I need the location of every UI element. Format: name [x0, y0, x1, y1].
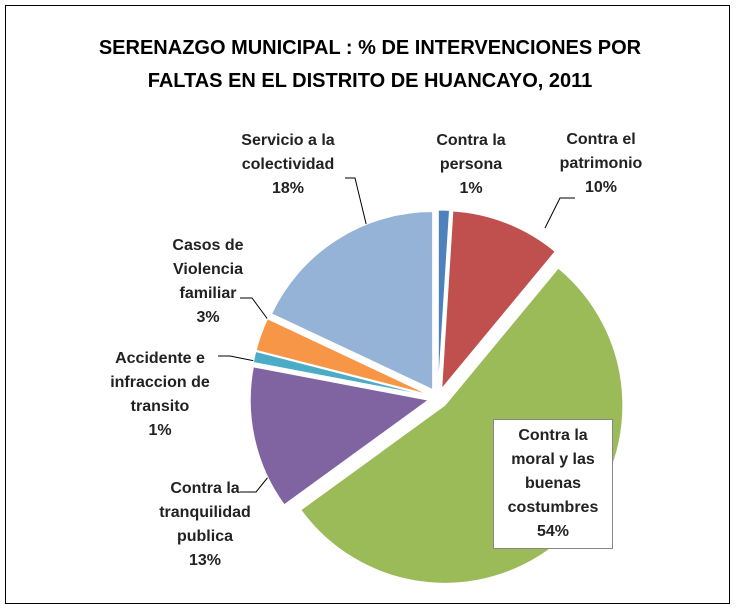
- category-label: Contra el patrimonio: [559, 131, 643, 172]
- value-label: 1%: [148, 422, 172, 439]
- pie-slice: [249, 366, 430, 506]
- value-label: 13%: [188, 552, 222, 569]
- slice-label: Contra la persona 1%: [424, 129, 519, 201]
- pie-slice: [255, 318, 429, 396]
- category-label: Accidente e infraccion de transito: [110, 350, 210, 415]
- pie-slice: [252, 350, 429, 397]
- category-label: Servicio a la colectividad: [241, 132, 335, 173]
- leader-line: [544, 197, 575, 229]
- slice-label: Accidente e infraccion de transito 1%: [95, 347, 225, 443]
- pie-slice: [441, 210, 556, 391]
- category-label: Contra la persona: [436, 132, 506, 173]
- chart-frame: [5, 5, 730, 604]
- pie-slice: [270, 211, 434, 391]
- chart-title: SERENAZGO MUNICIPAL : % DE INTERVENCIONE…: [98, 37, 642, 92]
- value-label: 54%: [536, 523, 570, 540]
- category-label: Contra la moral y las buenas costumbres: [507, 427, 599, 516]
- slice-label: Servicio a la colectividad 18%: [218, 129, 358, 201]
- category-label: Casos de Violencia familiar: [172, 237, 244, 302]
- value-label: 3%: [196, 309, 220, 326]
- slice-label: Contra el patrimonio 10%: [546, 128, 656, 200]
- leader-line: [345, 177, 371, 241]
- slice-label: Contra la tranquilidad publica 13%: [140, 477, 270, 573]
- category-label: Contra la tranquilidad publica: [159, 480, 251, 545]
- value-label: 10%: [584, 179, 618, 196]
- slice-label: Contra la moral y las buenas costumbres 5…: [493, 419, 613, 549]
- slice-label: Casos de Violencia familiar 3%: [158, 234, 258, 330]
- pie-slice: [437, 209, 451, 389]
- value-label: 18%: [271, 180, 305, 197]
- value-label: 1%: [459, 180, 483, 197]
